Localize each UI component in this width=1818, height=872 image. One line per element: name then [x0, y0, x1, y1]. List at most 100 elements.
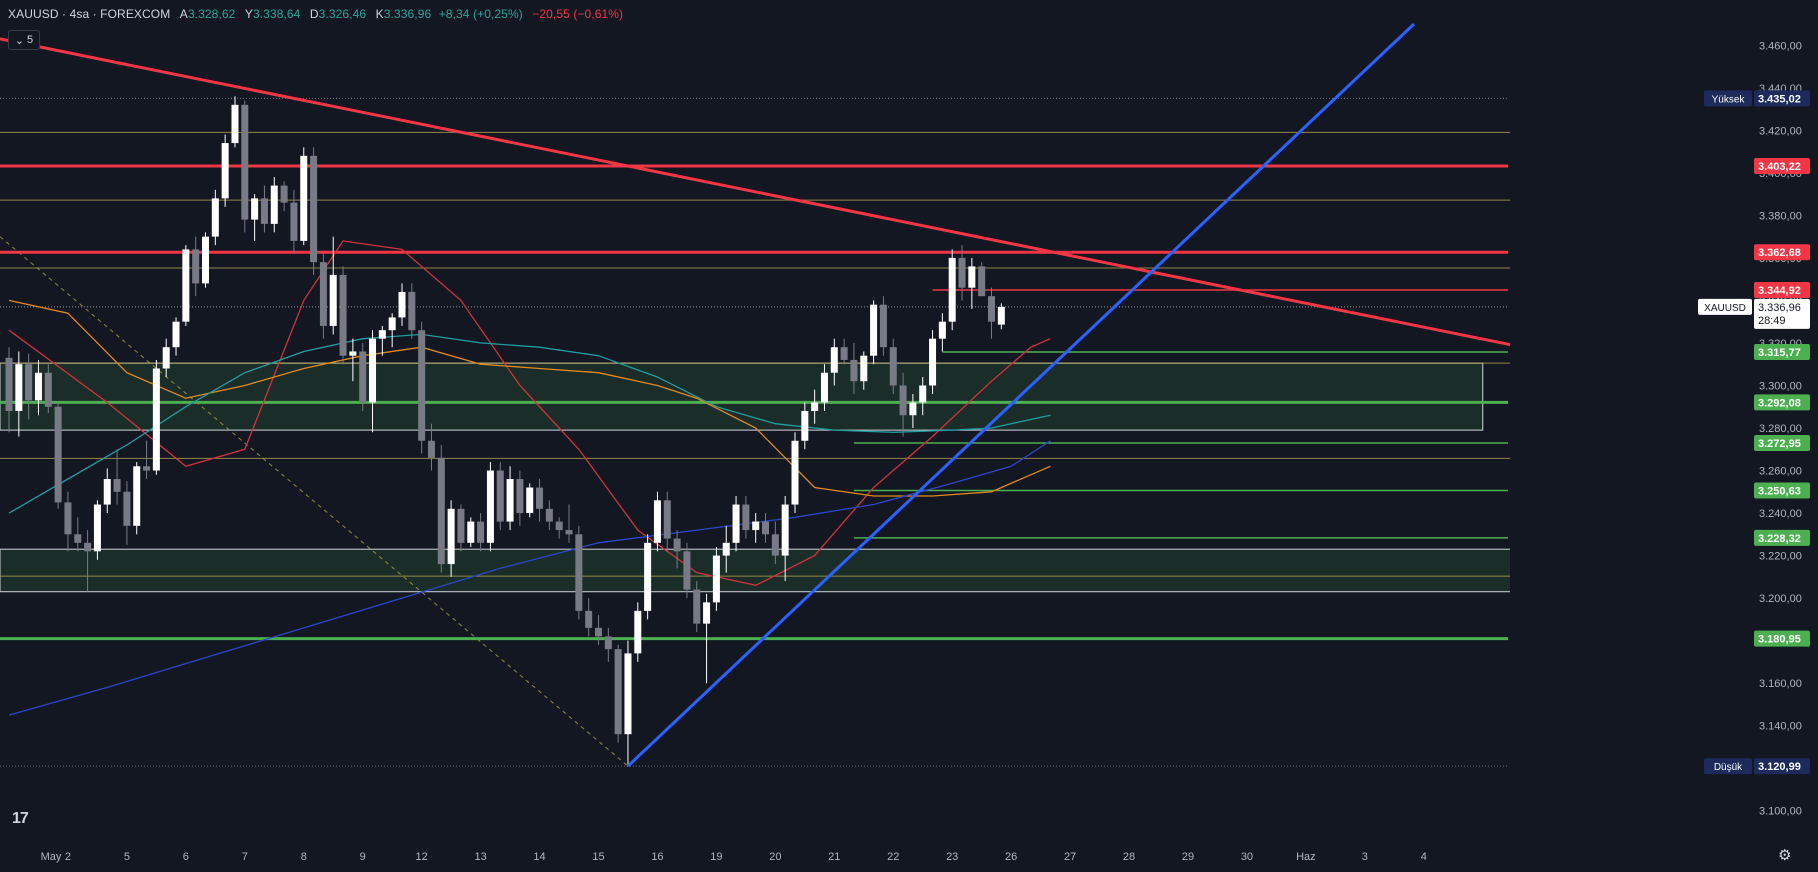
candle[interactable]	[398, 291, 406, 318]
candle[interactable]	[74, 534, 82, 543]
candle[interactable]	[938, 321, 946, 339]
candle[interactable]	[64, 502, 72, 535]
candle[interactable]	[683, 551, 691, 590]
candle[interactable]	[673, 538, 681, 552]
candle[interactable]	[712, 555, 720, 603]
candle[interactable]	[919, 385, 927, 403]
candle[interactable]	[545, 508, 553, 522]
candle[interactable]	[762, 521, 770, 535]
candle[interactable]	[486, 470, 494, 543]
candle[interactable]	[506, 479, 514, 522]
candle[interactable]	[595, 627, 602, 637]
support-zone-0[interactable]	[0, 362, 1484, 431]
candle[interactable]	[44, 372, 52, 407]
indicator-collapse-button[interactable]: ⌄ 5	[8, 30, 40, 50]
candle[interactable]	[93, 504, 101, 552]
candle[interactable]	[123, 491, 131, 526]
candle[interactable]	[496, 470, 504, 522]
candle[interactable]	[732, 504, 740, 543]
trendline-down[interactable]	[0, 37, 1710, 387]
candle[interactable]	[624, 653, 632, 735]
candle[interactable]	[172, 321, 180, 348]
candle[interactable]	[408, 291, 416, 331]
candle[interactable]	[536, 487, 544, 509]
candle[interactable]	[958, 257, 966, 288]
candle[interactable]	[634, 610, 642, 654]
candle[interactable]	[663, 500, 671, 539]
candle[interactable]	[349, 351, 357, 356]
candle[interactable]	[231, 104, 239, 144]
candle[interactable]	[15, 364, 23, 411]
candle[interactable]	[644, 542, 652, 611]
candle[interactable]	[742, 504, 750, 531]
candle[interactable]	[192, 249, 200, 284]
candle[interactable]	[555, 521, 563, 531]
candle[interactable]	[260, 198, 268, 224]
candle[interactable]	[359, 351, 367, 403]
candle[interactable]	[369, 338, 377, 403]
candle[interactable]	[722, 542, 730, 556]
candle[interactable]	[280, 185, 288, 203]
candle[interactable]	[830, 347, 838, 373]
candle[interactable]	[879, 304, 887, 348]
candle[interactable]	[339, 274, 347, 356]
candle[interactable]	[968, 266, 976, 288]
candle[interactable]	[585, 610, 593, 628]
candle[interactable]	[565, 530, 573, 535]
candle[interactable]	[988, 296, 995, 322]
candle[interactable]	[781, 504, 789, 556]
candle[interactable]	[211, 198, 219, 237]
candle[interactable]	[388, 317, 396, 331]
candle[interactable]	[860, 355, 868, 382]
candle[interactable]	[202, 236, 209, 284]
candle[interactable]	[801, 410, 809, 441]
legend-symbol[interactable]: XAUUSD · 4sa · FOREXCOM	[8, 7, 171, 21]
candle[interactable]	[34, 372, 42, 401]
candle[interactable]	[162, 347, 170, 369]
candle[interactable]	[84, 542, 92, 552]
candle[interactable]	[310, 155, 318, 263]
candle[interactable]	[25, 364, 33, 401]
candle[interactable]	[811, 402, 819, 411]
gear-icon[interactable]: ⚙	[1778, 847, 1792, 864]
candle[interactable]	[113, 479, 121, 492]
candle[interactable]	[329, 274, 337, 326]
candle[interactable]	[437, 457, 445, 565]
candle[interactable]	[143, 466, 151, 471]
candle[interactable]	[152, 368, 160, 471]
candle[interactable]	[653, 500, 661, 543]
candle[interactable]	[290, 202, 298, 241]
candle[interactable]	[477, 521, 485, 543]
candle[interactable]	[870, 304, 878, 356]
candle[interactable]	[909, 402, 917, 416]
candle[interactable]	[693, 589, 701, 624]
candle[interactable]	[614, 649, 622, 735]
candle[interactable]	[457, 508, 465, 543]
candle[interactable]	[948, 257, 956, 322]
candle[interactable]	[251, 198, 259, 220]
candle[interactable]	[929, 338, 937, 386]
candle[interactable]	[575, 534, 583, 611]
candle[interactable]	[752, 521, 760, 531]
candle[interactable]	[319, 262, 327, 326]
candle[interactable]	[899, 385, 907, 416]
candle[interactable]	[840, 347, 848, 360]
candle[interactable]	[54, 406, 62, 503]
candle[interactable]	[604, 636, 612, 650]
candle[interactable]	[791, 440, 799, 505]
candle[interactable]	[300, 155, 308, 241]
candle[interactable]	[378, 330, 386, 339]
candle[interactable]	[447, 508, 455, 565]
candle[interactable]	[221, 143, 229, 199]
candle[interactable]	[5, 357, 13, 411]
candle[interactable]	[418, 330, 426, 441]
candle[interactable]	[516, 479, 524, 514]
candle[interactable]	[270, 185, 278, 224]
candle[interactable]	[820, 372, 828, 403]
candle[interactable]	[703, 602, 711, 624]
candle[interactable]	[241, 104, 249, 220]
trendline-up[interactable]	[626, 22, 1416, 768]
candle[interactable]	[427, 440, 435, 458]
candle[interactable]	[997, 306, 1005, 325]
